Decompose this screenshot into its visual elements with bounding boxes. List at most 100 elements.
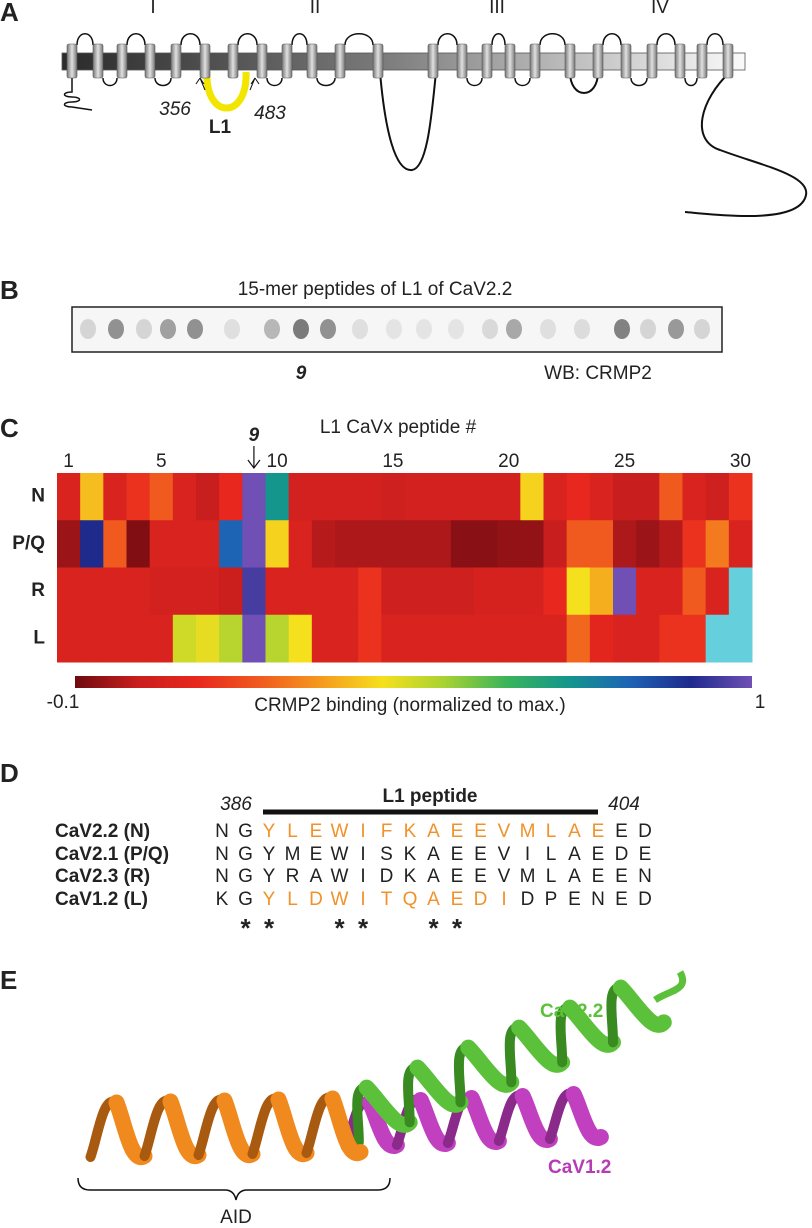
- domain-label: II: [310, 0, 321, 18]
- heat-cell: [450, 567, 475, 616]
- heat-cell: [682, 567, 707, 616]
- heat-cell: [149, 614, 174, 663]
- heat-cell: [358, 567, 382, 616]
- loop: [437, 33, 458, 46]
- heat-cell: [705, 520, 730, 568]
- row-label: N: [31, 486, 45, 507]
- heat-cell: [265, 473, 290, 521]
- loop-iii-iv: [569, 71, 599, 94]
- loop: [656, 33, 676, 46]
- structure-label: CaV2.2: [540, 1001, 603, 1022]
- heat-cell: [80, 567, 104, 616]
- end-residue: 404: [608, 794, 640, 815]
- residue-label: 483: [254, 103, 286, 124]
- loop: [344, 33, 374, 46]
- panel-letter: C: [0, 413, 19, 443]
- sequence: YLEWIFKAEEVMLAE: [263, 821, 605, 842]
- membrane-bar: [61, 52, 746, 71]
- heat-cell: [288, 567, 313, 616]
- brace: [77, 1177, 391, 1201]
- heat-cell: [335, 614, 359, 663]
- blot-dot: [668, 319, 684, 339]
- heat-cell: [497, 473, 521, 521]
- helix-segment: [564, 43, 576, 79]
- blot-dot: [160, 319, 176, 339]
- heat-cell: [520, 567, 544, 616]
- heat-cell: [265, 567, 290, 616]
- heat-cell: [242, 473, 266, 521]
- panel-letter: B: [0, 275, 19, 305]
- loop: [237, 33, 258, 46]
- heat-cell: [219, 614, 243, 663]
- sequence-name: CaV1.2 (L): [55, 889, 148, 910]
- c-terminus: [684, 71, 808, 218]
- heat-cell: [57, 614, 81, 663]
- blot-dot: [416, 319, 432, 339]
- heat-cell: [358, 520, 382, 568]
- blot-dot: [640, 319, 656, 339]
- heat-cell: [728, 473, 753, 521]
- loop: [466, 77, 483, 87]
- sequence: KG: [216, 889, 253, 910]
- heat-cell: [172, 614, 197, 663]
- heat-cell: [242, 520, 266, 568]
- region-label: AID: [220, 1207, 252, 1228]
- domain-label: III: [489, 0, 505, 18]
- heat-cell: [219, 520, 243, 568]
- loop: [491, 33, 506, 46]
- heat-cell: [381, 614, 405, 663]
- heat-cell: [450, 473, 475, 521]
- heat-cell: [659, 520, 683, 568]
- heat-cell: [381, 567, 405, 616]
- blot-dot: [320, 319, 336, 339]
- heat-cell: [450, 520, 475, 568]
- heat-cell: [589, 567, 614, 616]
- missing-cell: [728, 614, 753, 663]
- blot-dot: [264, 319, 280, 339]
- heat-cell: [705, 567, 730, 616]
- structure: [85, 970, 686, 1166]
- heat-cell: [80, 473, 104, 521]
- heat-cell: [103, 614, 127, 663]
- heat-cell: [196, 473, 220, 521]
- heat-cell: [566, 614, 591, 663]
- heat-cell: [265, 614, 290, 663]
- heat-cell: [311, 614, 336, 663]
- arrow: [249, 77, 260, 91]
- heat-cell: [149, 520, 174, 568]
- helix-segment: [722, 43, 734, 79]
- heat-cell: [196, 520, 220, 568]
- x-tick-label: 1: [63, 451, 74, 472]
- heat-cell: [659, 567, 683, 616]
- sequence: DPENED: [521, 889, 652, 910]
- helix-segment: [456, 43, 468, 79]
- heat-cell: [265, 520, 290, 568]
- blot-dots: [80, 319, 710, 339]
- helix-segment: [199, 43, 211, 79]
- blot-caption: WB: CRMP2: [544, 363, 652, 384]
- loop: [706, 33, 724, 46]
- heat-cell: [636, 614, 660, 663]
- heat-cell: [474, 614, 498, 663]
- blot-dot: [482, 319, 498, 339]
- domain-label: IV: [651, 0, 669, 18]
- heat-cell: [659, 614, 683, 663]
- n-terminus: [63, 72, 93, 111]
- sequence-name: CaV2.2 (N): [55, 821, 150, 842]
- heat-cell: [589, 614, 614, 663]
- helix-segment: [620, 43, 632, 79]
- heat-cell: [172, 567, 197, 616]
- helix-segment: [674, 43, 686, 79]
- heat-cell: [589, 473, 614, 521]
- helix-front: [460, 1039, 520, 1093]
- heat-cell: [196, 567, 220, 616]
- arrow: [195, 77, 206, 91]
- conservation: ** ** **: [218, 913, 463, 943]
- colorbar: [75, 676, 752, 688]
- heat-cell: [543, 473, 568, 521]
- channel-topology: 356 483 L1 I II III IV: [61, 0, 808, 218]
- loop: [684, 77, 698, 87]
- blot-dot: [574, 319, 590, 339]
- sequence: NGYRAWIDKAEEVMLAEEN: [215, 866, 652, 887]
- heat-cell: [103, 520, 127, 568]
